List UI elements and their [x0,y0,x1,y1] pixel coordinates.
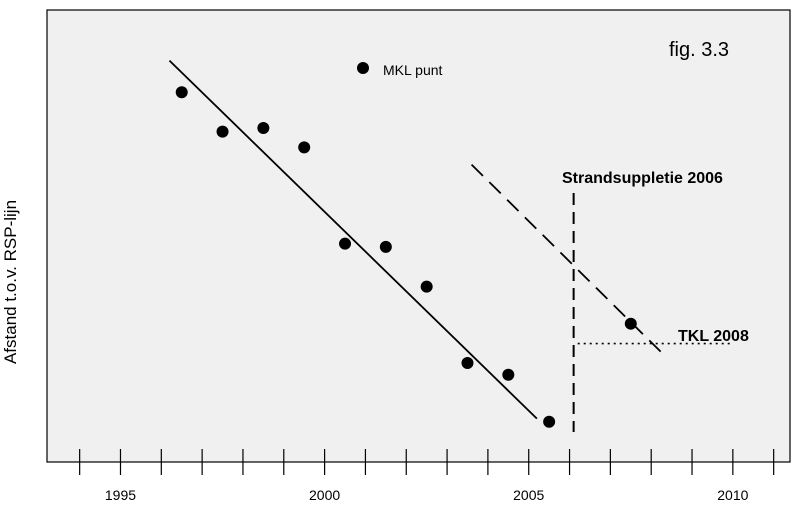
legend-marker [357,62,369,74]
chart-marks: 1995 2000 2005 2010 Strandsuppletie 2006 TKL … [79,59,775,503]
data-point [379,240,392,253]
data-point [420,280,433,293]
data-point [543,415,556,428]
data-point [502,368,515,381]
data-point [216,125,229,138]
x-tick-label: 2000 [309,487,340,503]
data-point [461,357,474,370]
figure-label: fig. 3.3 [669,39,729,61]
data-point [624,317,637,330]
plot-area [46,9,791,463]
tkl-label: TKL 2008 [678,328,749,345]
data-point [298,141,311,154]
trend-line-dashed [470,163,665,356]
trend-line-solid [168,59,538,420]
y-axis-label: Afstand t.o.v. RSP-lijn [1,200,20,364]
strandsuppletie-label: Strandsuppletie 2006 [562,170,723,187]
legend-label: MKL punt [383,62,443,78]
x-tick-label: 2010 [717,487,748,503]
x-tick-label: 2005 [513,487,544,503]
data-point [339,237,352,250]
x-tick-label: 1995 [105,487,136,503]
data-point [257,121,270,134]
data-point [175,86,188,99]
